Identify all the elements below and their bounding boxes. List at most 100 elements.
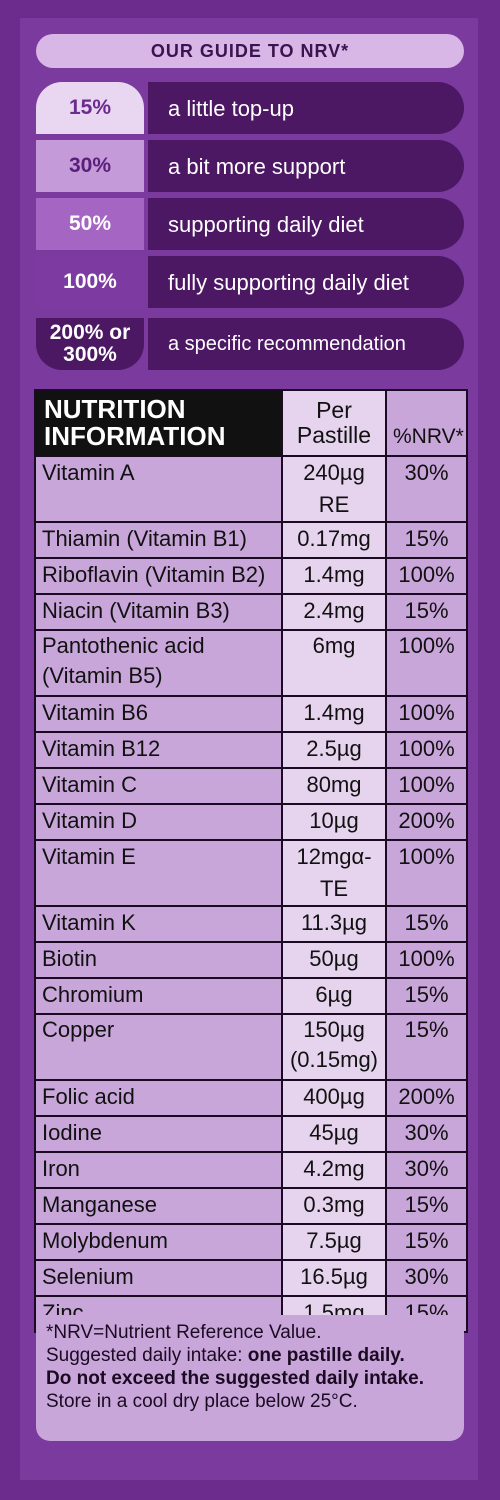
nrv-value: 30%: [385, 1115, 468, 1153]
table-row: Thiamin (Vitamin B1) 0.17mg 15%: [34, 521, 468, 559]
nutrient-name: Vitamin B12: [34, 731, 283, 769]
table-row: Niacin (Vitamin B3) 2.4mg 15%: [34, 593, 468, 631]
per-pastille-value: 2.4mg: [281, 593, 387, 631]
table-row: Molybdenum 7.5µg 15%: [34, 1223, 468, 1261]
nutrition-table: NUTRITION INFORMATION Per Pastille %NRV*…: [34, 389, 468, 1333]
nrv-value: 100%: [385, 695, 468, 733]
nrv-value: 15%: [385, 1187, 468, 1225]
table-row: Vitamin D 10µg 200%: [34, 803, 468, 841]
nrv-guide-row: 100% fully supporting daily diet: [36, 256, 464, 308]
table-row: Chromium 6µg 15%: [34, 977, 468, 1015]
nutrient-name: Pantothenic acid (Vitamin B5): [34, 629, 283, 697]
nutrient-name: Molybdenum: [34, 1223, 283, 1261]
nrv-description: fully supporting daily diet: [148, 256, 464, 308]
nrv-value: 100%: [385, 731, 468, 769]
per-pastille-value: 1.4mg: [281, 557, 387, 595]
nrv-value: 30%: [385, 455, 468, 523]
nrv-percent-pill: 100%: [36, 256, 144, 308]
nutrient-name: Vitamin A: [34, 455, 283, 523]
nrv-value: 100%: [385, 629, 468, 697]
table-row: Iodine 45µg 30%: [34, 1115, 468, 1153]
nrv-guide-row: 30% a bit more support: [36, 140, 464, 192]
nutrient-name: Copper: [34, 1013, 283, 1081]
table-header-row: NUTRITION INFORMATION Per Pastille %NRV*: [34, 389, 468, 457]
nutrient-name: Vitamin D: [34, 803, 283, 841]
nrv-value: 100%: [385, 767, 468, 805]
per-pastille-value: 7.5µg: [281, 1223, 387, 1261]
per-pastille-value: 400µg: [281, 1079, 387, 1117]
nrv-percent-pill: 30%: [36, 140, 144, 192]
nrv-percent-pill: 50%: [36, 198, 144, 250]
nrv-value: 30%: [385, 1151, 468, 1189]
per-pastille-value: 10µg: [281, 803, 387, 841]
per-pastille-value: 0.17mg: [281, 521, 387, 559]
nrv-value: 15%: [385, 1013, 468, 1081]
per-pastille-value: 80mg: [281, 767, 387, 805]
nrv-percent-pill: 15%: [36, 82, 144, 134]
per-pastille-value: 4.2mg: [281, 1151, 387, 1189]
per-pastille-value: 150µg (0.15mg): [281, 1013, 387, 1081]
nutrient-name: Manganese: [34, 1187, 283, 1225]
nrv-value: 100%: [385, 839, 468, 907]
table-row: Vitamin B6 1.4mg 100%: [34, 695, 468, 733]
table-row: Vitamin B12 2.5µg 100%: [34, 731, 468, 769]
nrv-value: 100%: [385, 941, 468, 979]
footnote-suggested-intake: Suggested daily intake: one pastille dai…: [46, 1344, 454, 1367]
nutrient-name: Vitamin K: [34, 905, 283, 943]
footnote-warning: Do not exceed the suggested daily intake…: [46, 1368, 424, 1389]
nrv-value: 15%: [385, 1223, 468, 1261]
nutrient-name: Vitamin E: [34, 839, 283, 907]
per-pastille-value: 45µg: [281, 1115, 387, 1153]
per-pastille-value: 1.4mg: [281, 695, 387, 733]
per-pastille-value: 2.5µg: [281, 731, 387, 769]
table-header-nrv: %NRV*: [385, 389, 468, 457]
nrv-value: 15%: [385, 905, 468, 943]
nutrient-name: Selenium: [34, 1259, 283, 1297]
per-pastille-value: 16.5µg: [281, 1259, 387, 1297]
table-row: Manganese 0.3mg 15%: [34, 1187, 468, 1225]
footnote-storage: Store in a cool dry place below 25°C.: [46, 1391, 358, 1412]
nutrient-name: Chromium: [34, 977, 283, 1015]
nrv-guide-row: 15% a little top-up: [36, 82, 464, 134]
table-row: Selenium 16.5µg 30%: [34, 1259, 468, 1297]
table-row: Pantothenic acid (Vitamin B5) 6mg 100%: [34, 629, 468, 697]
nutrient-name: Riboflavin (Vitamin B2): [34, 557, 283, 595]
footnote-nrv-definition: *NRV=Nutrient Reference Value.: [46, 1322, 322, 1343]
nrv-value: 15%: [385, 521, 468, 559]
nutrient-name: Vitamin C: [34, 767, 283, 805]
nutrient-name: Iodine: [34, 1115, 283, 1153]
nrv-guide-title: OUR GUIDE TO NRV*: [36, 34, 464, 68]
nrv-description: a little top-up: [148, 82, 464, 134]
nrv-value: 100%: [385, 557, 468, 595]
per-pastille-value: 240µg RE: [281, 455, 387, 523]
table-row: Vitamin K 11.3µg 15%: [34, 905, 468, 943]
per-pastille-value: 50µg: [281, 941, 387, 979]
nutrient-name: Iron: [34, 1151, 283, 1189]
footnote-intake-amount: one pastille daily.: [247, 1345, 405, 1366]
nrv-value: 15%: [385, 977, 468, 1015]
nutrient-name: Folic acid: [34, 1079, 283, 1117]
nrv-value: 30%: [385, 1259, 468, 1297]
table-header-per-pastille: Per Pastille: [281, 389, 387, 457]
table-row: Biotin 50µg 100%: [34, 941, 468, 979]
nrv-value: 15%: [385, 593, 468, 631]
table-header-name: NUTRITION INFORMATION: [34, 389, 283, 457]
table-row: Vitamin C 80mg 100%: [34, 767, 468, 805]
nutrient-name: Niacin (Vitamin B3): [34, 593, 283, 631]
nrv-guide-row: 200% or 300% a specific recommendation: [36, 318, 464, 370]
table-row: Vitamin A 240µg RE 30%: [34, 455, 468, 523]
nrv-description: a specific recommendation: [148, 318, 464, 370]
table-row: Riboflavin (Vitamin B2) 1.4mg 100%: [34, 557, 468, 595]
per-pastille-value: 6µg: [281, 977, 387, 1015]
footnote: *NRV=Nutrient Reference Value. Suggested…: [36, 1315, 464, 1441]
nutrient-name: Thiamin (Vitamin B1): [34, 521, 283, 559]
nrv-percent-pill: 200% or 300%: [36, 318, 144, 370]
per-pastille-value: 12mgα-TE: [281, 839, 387, 907]
nutrient-name: Vitamin B6: [34, 695, 283, 733]
nrv-guide-row: 50% supporting daily diet: [36, 198, 464, 250]
nrv-description: supporting daily diet: [148, 198, 464, 250]
table-row: Folic acid 400µg 200%: [34, 1079, 468, 1117]
per-pastille-value: 6mg: [281, 629, 387, 697]
per-pastille-value: 11.3µg: [281, 905, 387, 943]
table-row: Copper 150µg (0.15mg) 15%: [34, 1013, 468, 1081]
